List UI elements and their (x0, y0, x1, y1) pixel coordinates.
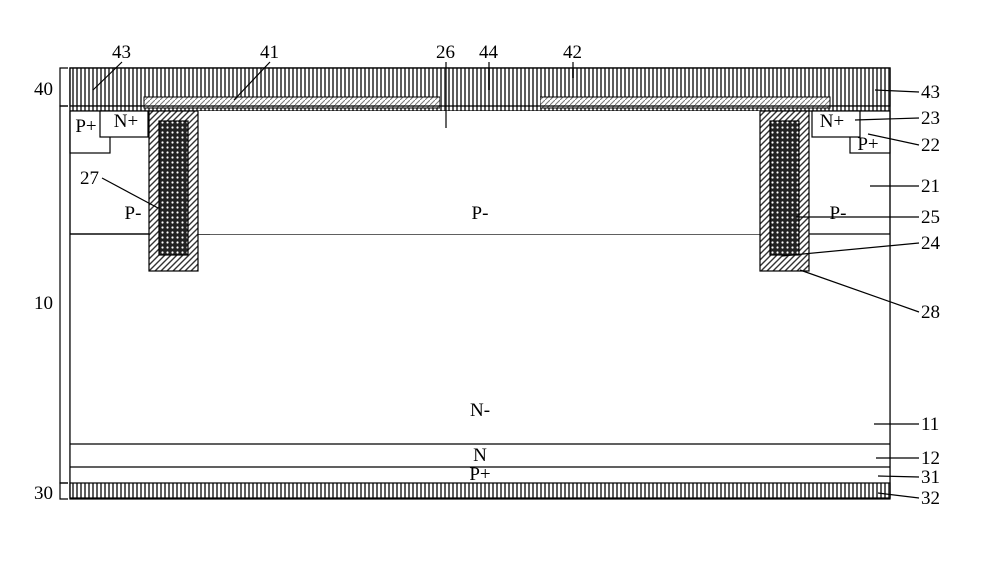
diagram-svg: P-N-NP+P-P-P+N+N+P+ (0, 0, 1000, 565)
callout-22: 22 (921, 135, 940, 157)
region-label: N- (470, 400, 490, 421)
region-label: N+ (820, 111, 844, 132)
bracket-label-30: 30 (34, 483, 53, 505)
callout-31: 31 (921, 467, 940, 489)
callout-25: 25 (921, 207, 940, 229)
trench-right-inner (770, 121, 799, 255)
callout-11: 11 (921, 414, 939, 436)
callout-21: 21 (921, 176, 940, 198)
callout-43: 43 (921, 82, 940, 104)
callout-27: 27 (80, 168, 99, 190)
region-label: P- (125, 203, 142, 224)
callout-24: 24 (921, 233, 940, 255)
callout-43: 43 (112, 42, 131, 64)
callout-44: 44 (479, 42, 498, 64)
region-label: P+ (469, 464, 490, 485)
callout-41: 41 (260, 42, 279, 64)
bracket-label-40: 40 (34, 79, 53, 101)
region-label: P- (830, 203, 847, 224)
region-label: P+ (857, 134, 878, 155)
region-label: P+ (75, 116, 96, 137)
bottom-metal (70, 483, 890, 499)
region-label: N+ (114, 111, 138, 132)
callout-23: 23 (921, 108, 940, 130)
region-label: P- (472, 203, 489, 224)
diagram-stage: P-N-NP+P-P-P+N+N+P+ 40103043412644424323… (0, 0, 1000, 565)
callout-28: 28 (921, 302, 940, 324)
callout-32: 32 (921, 488, 940, 510)
center-44 (440, 95, 540, 113)
bracket-label-10: 10 (34, 293, 53, 315)
callout-42: 42 (563, 42, 582, 64)
trench-left-inner (159, 121, 188, 255)
callout-26: 26 (436, 42, 455, 64)
region-label: N (473, 445, 487, 466)
